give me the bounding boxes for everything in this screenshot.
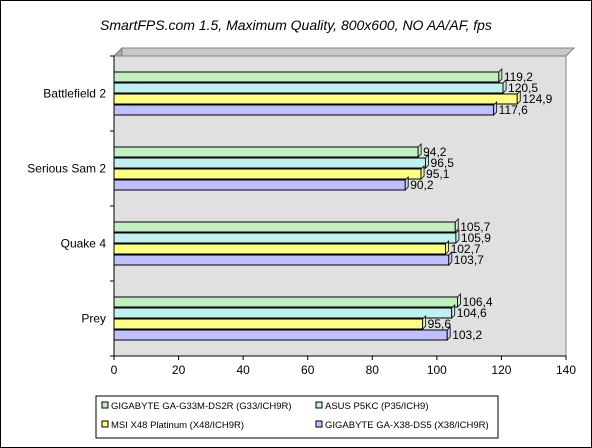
- data-label: 105,9: [461, 231, 491, 245]
- bar-cap: [420, 165, 425, 180]
- data-label: 95,6: [428, 317, 452, 331]
- legend-box: [95, 395, 499, 439]
- x-tick-label: 80: [366, 363, 380, 377]
- bar: [113, 254, 450, 266]
- legend-swatch: [315, 401, 323, 409]
- category-label: Quake 4: [61, 237, 107, 251]
- bar-cap: [425, 154, 429, 169]
- data-label: 103,2: [452, 328, 482, 342]
- chart-title: SmartFPS.com 1.5, Maximum Quality, 800x6…: [100, 17, 492, 33]
- data-label: 119,2: [504, 70, 533, 84]
- category-label: Prey: [81, 312, 106, 326]
- bar-cap: [422, 315, 427, 330]
- data-label: 120,5: [508, 81, 538, 95]
- bar: [113, 179, 406, 191]
- bar-cap: [498, 68, 503, 83]
- data-label: 90,2: [410, 178, 434, 192]
- bar-cap: [445, 240, 449, 255]
- bar-cap: [516, 90, 521, 105]
- legend-swatch: [101, 420, 109, 428]
- category-label: Battlefield 2: [43, 87, 106, 101]
- legend-swatch: [101, 401, 109, 409]
- bar-cap: [448, 251, 453, 266]
- data-label: 94,2: [423, 145, 447, 159]
- bar-cap: [454, 218, 459, 233]
- category-label: Serious Sam 2: [27, 162, 106, 176]
- legend-swatch: [315, 420, 323, 428]
- bar-cap: [502, 79, 507, 94]
- bar: [113, 232, 457, 244]
- data-label: 103,7: [454, 253, 484, 267]
- data-label: 106,4: [463, 295, 493, 309]
- bar: [113, 71, 500, 83]
- bar: [113, 104, 495, 116]
- bar-cap: [417, 143, 422, 158]
- bar-cap: [493, 101, 498, 116]
- x-tick-label: 120: [491, 363, 511, 377]
- x-tick-label: 100: [427, 363, 447, 377]
- data-label: 95,1: [426, 167, 450, 181]
- legend-entry: ASUS P5KC (P35/ICH9): [325, 401, 428, 412]
- data-label: 96,5: [431, 156, 455, 170]
- data-label: 105,7: [460, 220, 490, 234]
- bar: [113, 168, 422, 180]
- data-label: 102,7: [451, 242, 481, 256]
- x-tick-label: 60: [301, 363, 315, 377]
- bar: [113, 318, 424, 330]
- x-tick-label: 40: [236, 363, 250, 377]
- bar: [113, 93, 518, 105]
- bar: [113, 329, 448, 341]
- bar: [113, 221, 456, 233]
- legend-entry: MSI X48 Platinum (X48/ICH9R): [111, 420, 244, 431]
- bar: [113, 82, 504, 94]
- bar-cap: [451, 304, 456, 319]
- bar: [113, 243, 447, 255]
- legend-entry: GIGABYTE GA-G33M-DS2R (G33/ICH9R): [111, 401, 292, 412]
- bar-cap: [457, 293, 461, 308]
- x-tick-label: 140: [556, 363, 576, 377]
- plot-area: 0 20 40 60 80 100 120 140 Battlefield 2 119,2120,…: [27, 46, 576, 377]
- bar: [113, 307, 453, 319]
- bar-cap: [446, 326, 451, 341]
- plot-top-wall: [112, 47, 576, 57]
- legend-entry: GIGABYTE GA-X38-DS5 (X38/ICH9R): [325, 420, 489, 431]
- data-label: 117,6: [499, 103, 528, 117]
- x-tick-label: 0: [111, 363, 118, 377]
- bar: [113, 146, 419, 158]
- bar: [113, 157, 427, 169]
- bar-cap: [404, 176, 409, 191]
- data-label: 104,6: [457, 306, 487, 320]
- bar-cap: [455, 229, 460, 244]
- bar: [113, 296, 459, 308]
- legend: GIGABYTE GA-G33M-DS2R (G33/ICH9R) ASUS P5…: [95, 395, 499, 439]
- data-label: 124,9: [522, 92, 552, 106]
- x-tick-label: 20: [172, 363, 186, 377]
